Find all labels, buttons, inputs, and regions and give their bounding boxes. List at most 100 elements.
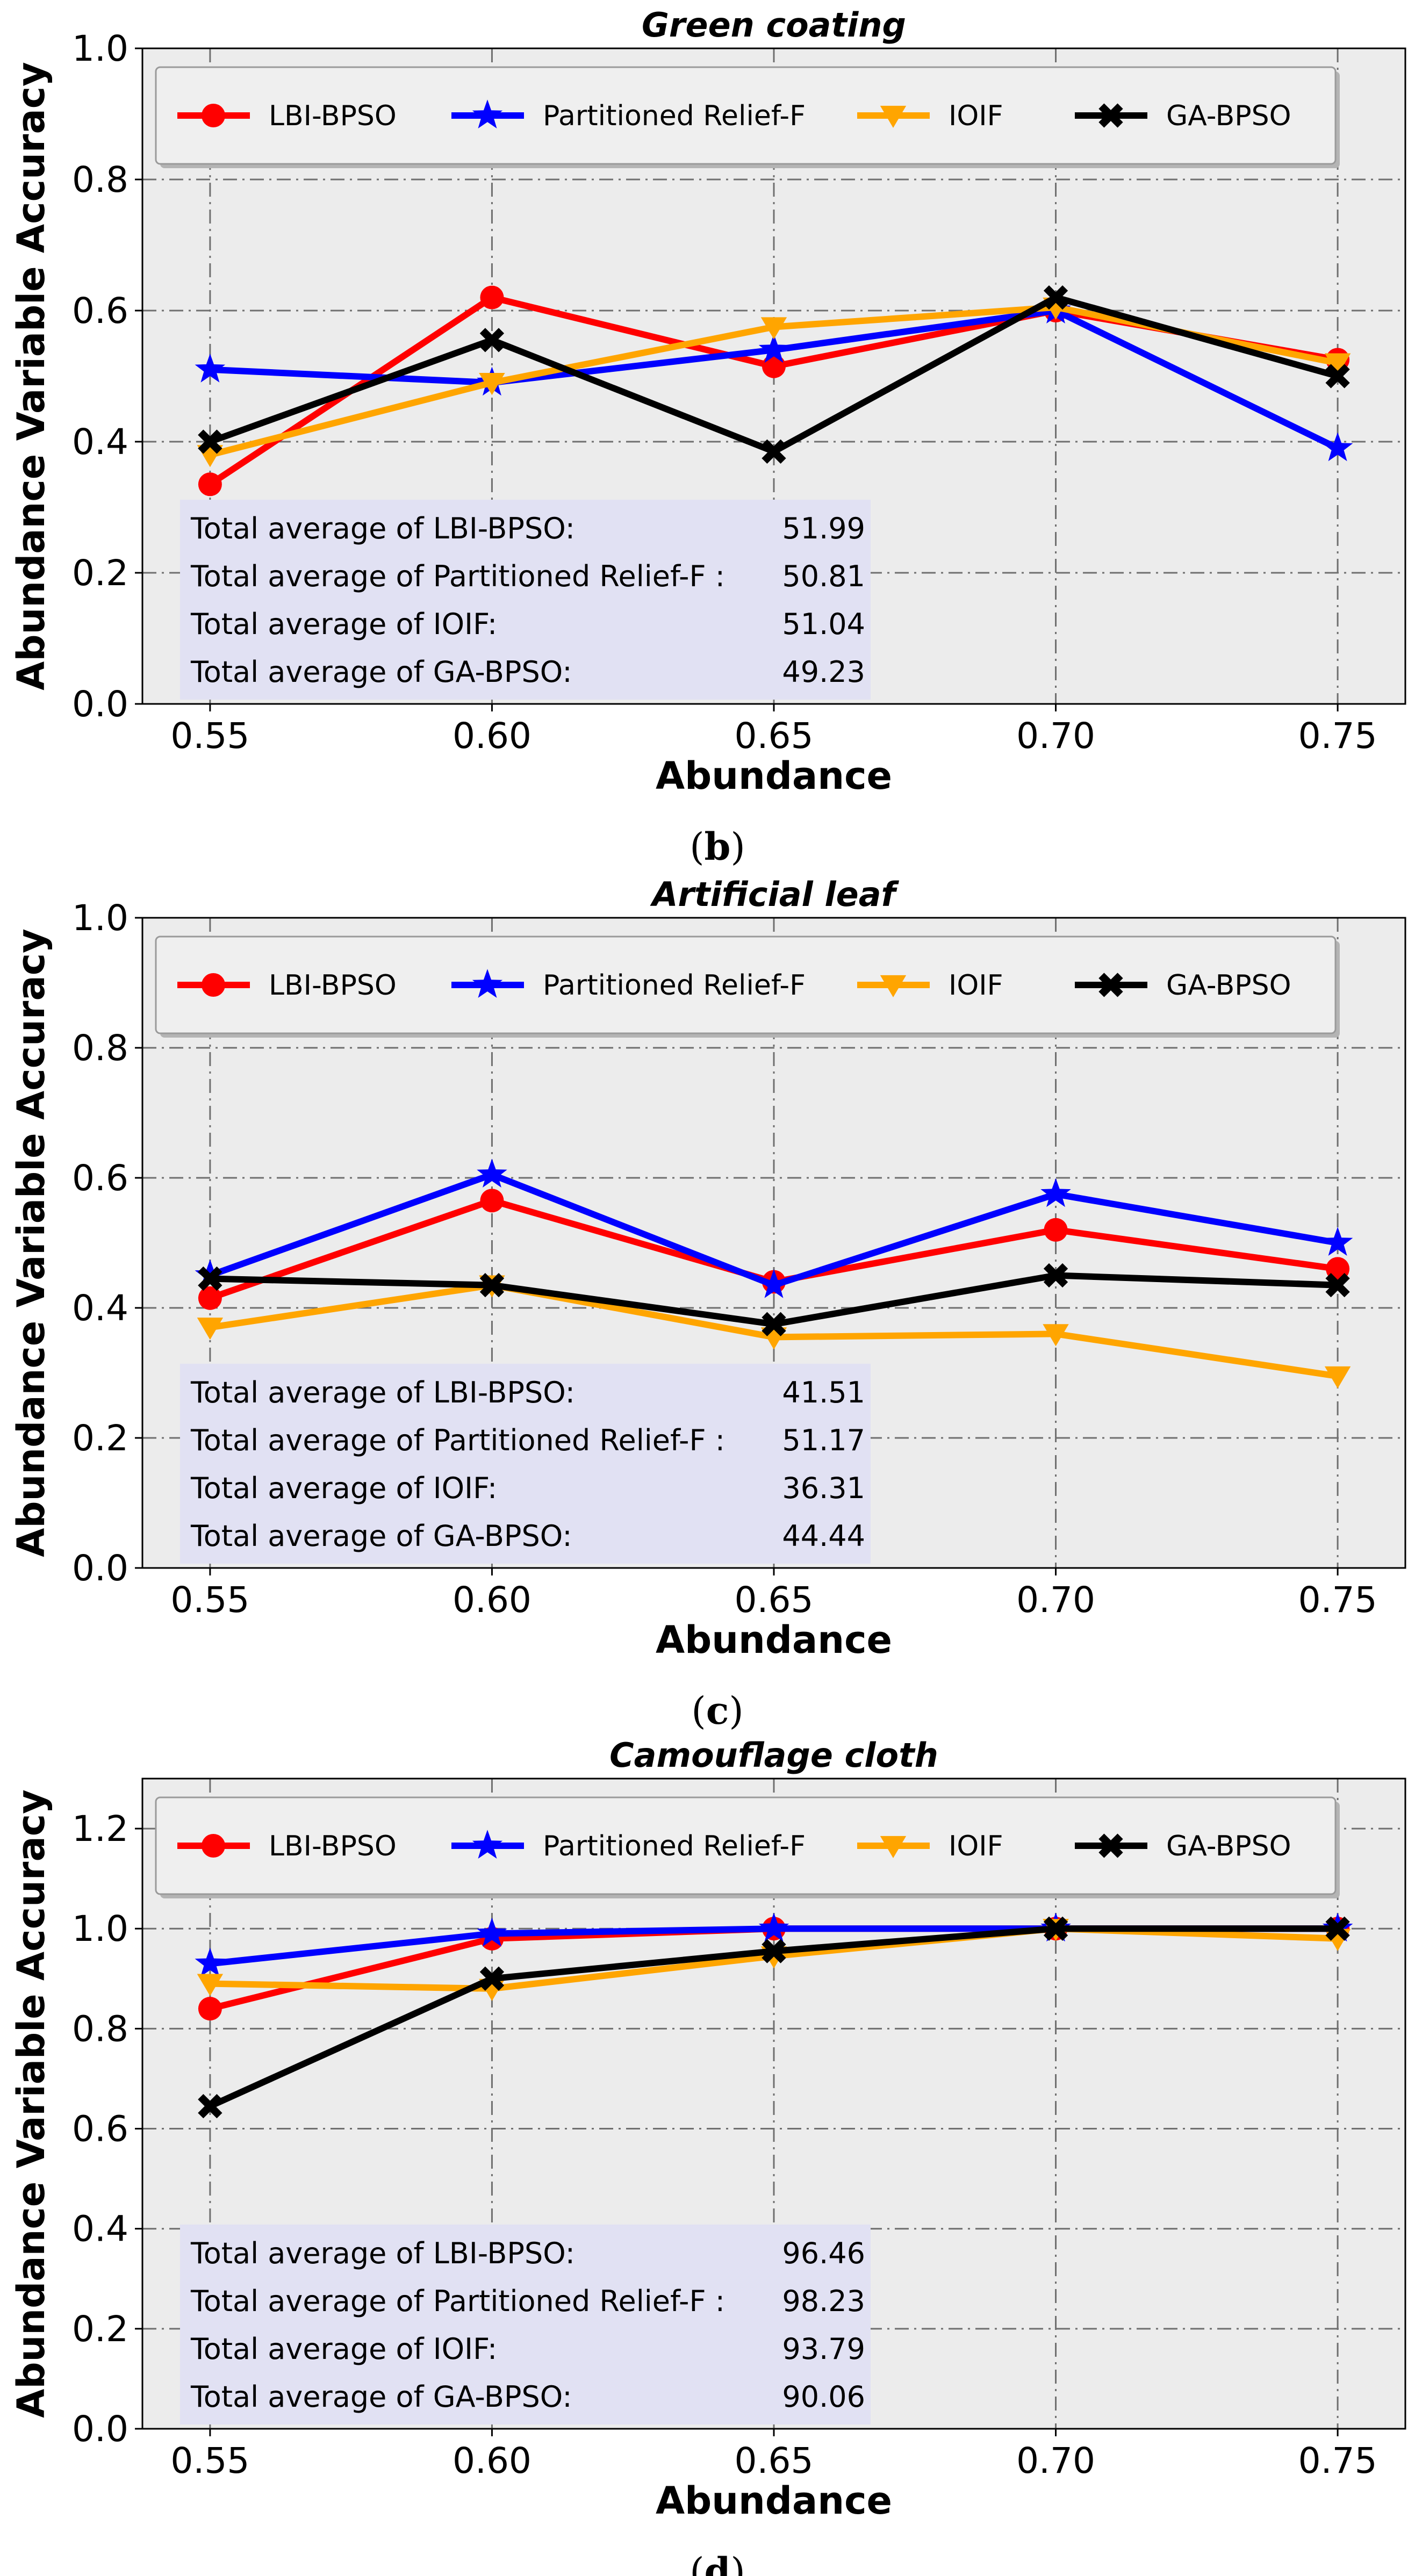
average-value: 98.23 (782, 2284, 865, 2318)
chart-title: Artificial leaf (649, 875, 899, 914)
y-axis-label: Abundance Variable Accuracy (9, 62, 53, 690)
x-tick-label: 0.60 (452, 1579, 531, 1621)
y-tick-label: 0.4 (72, 1287, 128, 1329)
legend-label: Partitioned Relief-F (543, 1830, 806, 1862)
data-point (1325, 1272, 1350, 1298)
data-point (479, 1966, 505, 1991)
x-tick-label: 0.55 (170, 715, 249, 757)
y-tick-label: 0.6 (72, 290, 128, 332)
chart-title: Green coating (642, 5, 906, 45)
data-point (197, 1318, 224, 1340)
legend-label: LBI-BPSO (269, 969, 397, 1002)
legend-marker (202, 104, 225, 127)
data-point (758, 334, 789, 363)
data-point (198, 429, 222, 454)
legend-label: Partitioned Relief-F (543, 969, 806, 1002)
caption-letter: c (706, 1688, 729, 1733)
x-tick-label: 0.70 (1016, 2440, 1095, 2481)
chart-panel-b: Green coating 0.0 0.2 0.4 0.6 0.8 1.0 0.55 0.60 0… (9, 5, 1406, 869)
caption-paren: ) (730, 825, 745, 869)
panel-caption: (c) (691, 1688, 743, 1733)
x-tick-label: 0.75 (1298, 2440, 1377, 2481)
data-point (1044, 1218, 1068, 1242)
legend-marker (202, 973, 225, 997)
data-point (1043, 1263, 1068, 1288)
legend-marker (202, 1834, 225, 1858)
caption-paren: ( (689, 2550, 704, 2576)
legend-marker (1098, 1833, 1123, 1858)
data-point (198, 2093, 222, 2119)
average-label: Total average of LBI-BPSO: (190, 512, 575, 545)
y-tick-label: 0.8 (72, 159, 128, 200)
y-tick-label: 0.2 (72, 1417, 128, 1459)
y-tick-label: 0.4 (72, 421, 128, 463)
average-label: Total average of Partitioned Relief-F : (190, 2284, 725, 2318)
y-tick-label: 0.2 (72, 2308, 128, 2350)
x-tick-label: 0.70 (1016, 715, 1095, 757)
x-tick-label: 0.55 (170, 1579, 249, 1621)
average-value: 51.04 (782, 607, 865, 641)
series-ga-bpso (198, 1263, 1350, 1336)
x-tick-label: 0.65 (735, 715, 814, 757)
y-tick-label: 1.0 (72, 897, 128, 939)
chart-panel-d: Camouflage cloth 0.0 0.2 0.4 0.6 0.8 1.0 1.2 0.5… (9, 1736, 1406, 2576)
data-point (760, 317, 787, 340)
legend-label: Partitioned Relief-F (543, 100, 806, 132)
caption-paren: ) (730, 2550, 745, 2576)
x-tick-label: 0.65 (735, 1579, 814, 1621)
data-point (1043, 285, 1068, 310)
y-tick-label: 0.8 (72, 2008, 128, 2049)
x-tick-label: 0.75 (1298, 715, 1377, 757)
data-point (1324, 353, 1351, 376)
legend-marker (880, 105, 907, 128)
chart-panel-c: Artificial leaf 0.0 0.2 0.4 0.6 0.8 1.0 0.55 0.6… (9, 875, 1406, 1733)
data-point (479, 1272, 505, 1298)
average-value: 90.06 (782, 2380, 865, 2414)
data-point (762, 439, 786, 464)
plot-frame (141, 47, 1406, 705)
legend-marker (472, 99, 503, 128)
y-tick-label: 0.0 (72, 2408, 128, 2450)
data-point (1322, 1227, 1353, 1256)
legend-box (155, 1796, 1337, 1895)
legend-box (155, 66, 1337, 165)
y-tick-label: 0.6 (72, 1157, 128, 1199)
legend-label: GA-BPSO (1166, 100, 1291, 132)
legend-label: LBI-BPSO (269, 1830, 397, 1862)
y-tick-label: 0.2 (72, 552, 128, 594)
data-point (1325, 364, 1350, 388)
legend-marker (472, 969, 503, 998)
y-axis-label: Abundance Variable Accuracy (9, 929, 53, 1557)
caption-letter: b (705, 824, 731, 869)
average-label: Total average of Partitioned Relief-F : (190, 559, 725, 593)
y-axis-label: Abundance Variable Accuracy (9, 1789, 53, 2418)
panel-caption: (b) (689, 824, 745, 869)
legend-label: LBI-BPSO (269, 100, 397, 132)
average-value: 51.17 (782, 1423, 865, 1457)
legend-label: IOIF (949, 100, 1003, 132)
data-point (1040, 1178, 1071, 1207)
legend-marker (880, 1836, 907, 1858)
data-point (198, 1997, 222, 2021)
x-tick-label: 0.65 (735, 2440, 814, 2481)
average-value: 36.31 (782, 1471, 865, 1505)
y-tick-label: 0.8 (72, 1027, 128, 1069)
average-label: Total average of IOIF: (190, 2332, 497, 2366)
legend-label: GA-BPSO (1166, 969, 1291, 1002)
legend-marker (1098, 973, 1123, 997)
average-value: 96.46 (782, 2236, 865, 2270)
data-point (480, 285, 504, 310)
average-value: 93.79 (782, 2332, 865, 2366)
y-tick-label: 0.4 (72, 2208, 128, 2250)
average-value: 51.99 (782, 512, 865, 545)
y-tick-label: 0.6 (72, 2109, 128, 2150)
data-point (197, 1974, 224, 1996)
x-axis-label: Abundance (656, 1618, 892, 1662)
averages-box (180, 1364, 871, 1564)
average-label: Total average of Partitioned Relief-F : (190, 1423, 725, 1457)
caption-letter: d (705, 2549, 731, 2576)
legend-label: IOIF (949, 969, 1003, 1002)
data-point (479, 328, 505, 352)
average-label: Total average of LBI-BPSO: (190, 2236, 575, 2270)
